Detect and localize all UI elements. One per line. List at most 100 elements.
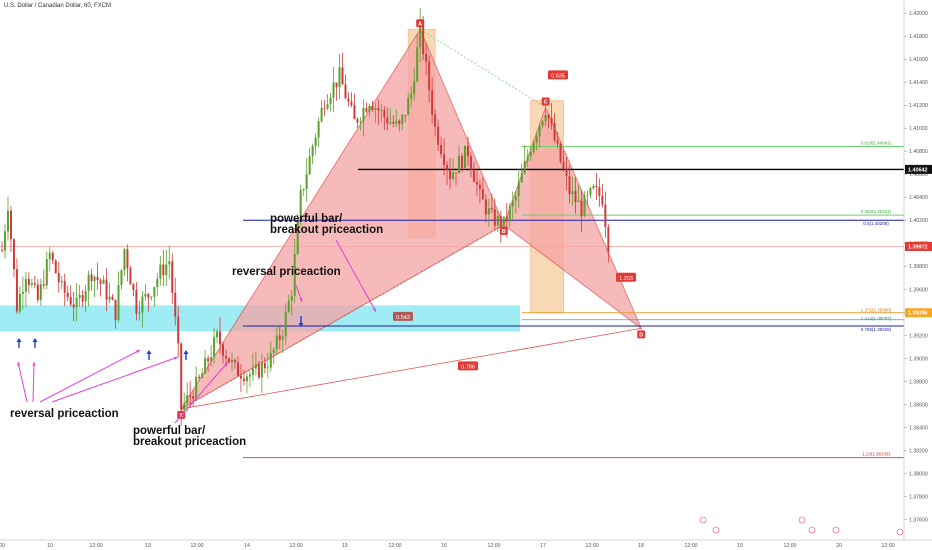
- candle-body: [245, 376, 248, 382]
- candle-body: [562, 161, 565, 169]
- price-tick-label: 1.40800: [909, 149, 928, 155]
- candle-body: [168, 261, 171, 265]
- candle-body: [225, 355, 228, 359]
- candle-body: [156, 278, 159, 288]
- candle-body: [404, 114, 407, 116]
- annotation-arrowhead: [372, 308, 376, 312]
- candle-body: [42, 284, 45, 286]
- candle-body: [580, 200, 583, 217]
- candle-body: [233, 359, 236, 363]
- candle-body: [230, 359, 233, 363]
- price-tick-label: 1.40600: [909, 172, 928, 178]
- candle-body: [84, 291, 87, 302]
- time-tick-label: 13: [145, 543, 151, 549]
- candle-body: [281, 336, 284, 340]
- candle-body: [123, 249, 126, 271]
- candle-body: [63, 280, 66, 293]
- annotation-powerful-bar-bottom-2: breakout priceaction: [133, 436, 246, 448]
- candle-body: [410, 93, 413, 99]
- pattern-point-A: [416, 19, 425, 28]
- candle-body: [144, 293, 147, 297]
- candle-body: [159, 264, 162, 279]
- candle-body: [583, 195, 586, 217]
- candle-body: [126, 249, 129, 269]
- candle-body: [490, 208, 493, 210]
- candle-body: [117, 285, 120, 320]
- candle-body: [105, 279, 108, 300]
- event-marker-icon: [896, 528, 904, 536]
- candle-body: [389, 122, 392, 124]
- candle-body: [210, 357, 213, 362]
- candle-body: [18, 293, 21, 312]
- candle-body: [9, 210, 12, 240]
- candle-body: [147, 293, 150, 298]
- time-tick-label: 12:00: [191, 543, 204, 549]
- candle-body: [189, 395, 192, 397]
- candle-body: [263, 362, 266, 369]
- candle-body: [153, 287, 156, 297]
- candle-body: [111, 296, 114, 300]
- candle-body: [138, 312, 141, 314]
- price-tick-label: 1.40200: [909, 218, 928, 224]
- price-tick-label: 1.37600: [909, 517, 928, 523]
- annotation-arrowhead: [17, 362, 21, 366]
- candle-body: [93, 276, 96, 282]
- candle-body: [589, 188, 592, 195]
- candle-body: [508, 206, 511, 222]
- ratio-label: 0.635: [551, 73, 565, 79]
- annotation-powerful-bar-top-1: powerful bar/: [270, 213, 343, 225]
- candle-body: [547, 114, 550, 119]
- annotation-arrowhead: [32, 362, 36, 366]
- pattern-point-label-D: D: [639, 332, 643, 338]
- candle-body: [574, 191, 577, 203]
- candle-body: [129, 268, 132, 285]
- candle-body: [568, 176, 571, 195]
- candle-body: [380, 110, 383, 111]
- pattern-triangle-bcd: [503, 106, 643, 330]
- pattern-point-B: [499, 226, 508, 235]
- ratio-label: 0.543: [396, 315, 410, 321]
- time-tick-label: 17: [540, 543, 546, 549]
- candle-body: [299, 190, 302, 222]
- support-zone-tag: [905, 308, 932, 318]
- candle-body: [347, 98, 350, 102]
- candle-body: [437, 126, 440, 145]
- candle-body: [27, 278, 30, 285]
- ratio-box: [616, 272, 636, 282]
- current-price-tag-label: 1.39972: [908, 244, 928, 250]
- event-marker-icon: [798, 516, 806, 524]
- candle-body: [257, 364, 260, 378]
- event-marker-icon: [712, 526, 720, 534]
- ratio-box: [393, 311, 413, 321]
- candle-body: [72, 304, 75, 308]
- candle-body: [114, 299, 117, 320]
- price-tick-label: 1.37800: [909, 494, 928, 500]
- candle-body: [434, 114, 437, 127]
- pattern-point-D: [637, 330, 646, 339]
- candle-body: [3, 231, 6, 251]
- candle-body: [386, 117, 389, 124]
- candle-body: [1, 250, 3, 251]
- candle-body: [538, 125, 541, 137]
- price-tick-label: 1.38200: [909, 448, 928, 454]
- annotation-powerful-bar-bottom-1: powerful bar/: [133, 425, 206, 437]
- time-tick-label: 20: [836, 543, 842, 549]
- candle-body: [460, 155, 463, 168]
- candle-body: [335, 82, 338, 88]
- candle-body: [269, 352, 272, 368]
- candle-body: [592, 185, 595, 189]
- price-tick-label: 1.41800: [909, 34, 928, 40]
- candle-body: [66, 292, 69, 298]
- candle-body: [198, 376, 201, 379]
- candle-body: [365, 108, 368, 112]
- candle-body: [165, 264, 168, 276]
- candle-body: [69, 297, 72, 305]
- time-tick-label: 14: [244, 543, 250, 549]
- fib-label-fib_0.786: 0.786(1.39226): [861, 327, 892, 332]
- candle-body: [323, 108, 326, 109]
- time-tick-label: 18: [638, 543, 644, 549]
- candle-body: [141, 296, 144, 313]
- candle-body: [311, 146, 314, 157]
- candle-body: [541, 121, 544, 126]
